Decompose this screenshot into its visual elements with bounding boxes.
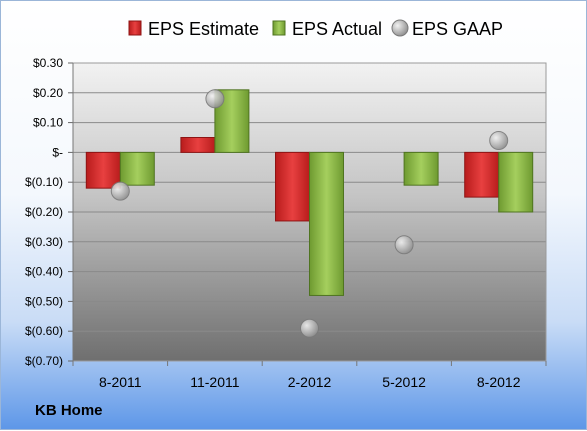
x-tick-label: 11-2011 [190, 374, 240, 390]
eps-estimate-bar [275, 151, 310, 222]
chart-marks [85, 89, 534, 338]
legend-estimate-swatch [128, 20, 142, 36]
eps-gaap-point [300, 318, 319, 338]
y-axis: $0.30 $0.20 $0.10 $- $(0.10) $(0.20) $(0.30) $(… [25, 56, 74, 368]
eps-gaap-point [394, 235, 414, 255]
eps-gaap-point [110, 181, 130, 201]
y-tick-label: $0.20 [33, 86, 63, 100]
x-tick-label: 5-2012 [382, 374, 426, 390]
y-tick-label: $0.30 [33, 56, 63, 70]
x-axis: 8-2011 11-2011 2-2012 5-2012 8-2012 [72, 361, 547, 390]
eps-actual-bar [309, 151, 344, 296]
legend-actual-label: EPS Actual [292, 19, 382, 39]
y-tick-label: $(0.10) [25, 175, 63, 189]
legend-estimate-label: EPS Estimate [148, 19, 259, 39]
eps-actual-bar [403, 151, 439, 186]
y-tick-label: $(0.30) [25, 235, 63, 249]
y-tick-label: $(0.40) [25, 265, 63, 279]
legend-gaap-label: EPS GAAP [412, 19, 503, 39]
y-tick-label: $(0.20) [25, 205, 63, 219]
eps-estimate-bar [464, 151, 500, 198]
chart-legend: EPS Estimate EPS Actual EPS GAAP [128, 19, 503, 39]
x-tick-label: 8-2012 [477, 374, 521, 390]
legend-actual-swatch [272, 20, 286, 36]
company-name: KB Home [35, 402, 103, 419]
y-tick-label: $0.10 [33, 116, 63, 130]
eps-gaap-point [205, 89, 225, 109]
eps-estimate-bar [180, 137, 216, 153]
eps-actual-bar [498, 151, 534, 213]
eps-gaap-point [489, 130, 509, 150]
y-tick-label: $(0.60) [25, 324, 63, 338]
eps-estimate-bar [85, 151, 121, 189]
x-tick-label: 8-2011 [99, 374, 142, 390]
y-tick-label: $(0.70) [25, 354, 63, 368]
x-tick-label: 2-2012 [288, 374, 332, 390]
eps-actual-bar [119, 151, 155, 186]
y-tick-label: $- [52, 145, 63, 159]
legend-gaap-swatch [391, 19, 409, 37]
y-tick-label: $(0.50) [25, 294, 63, 308]
